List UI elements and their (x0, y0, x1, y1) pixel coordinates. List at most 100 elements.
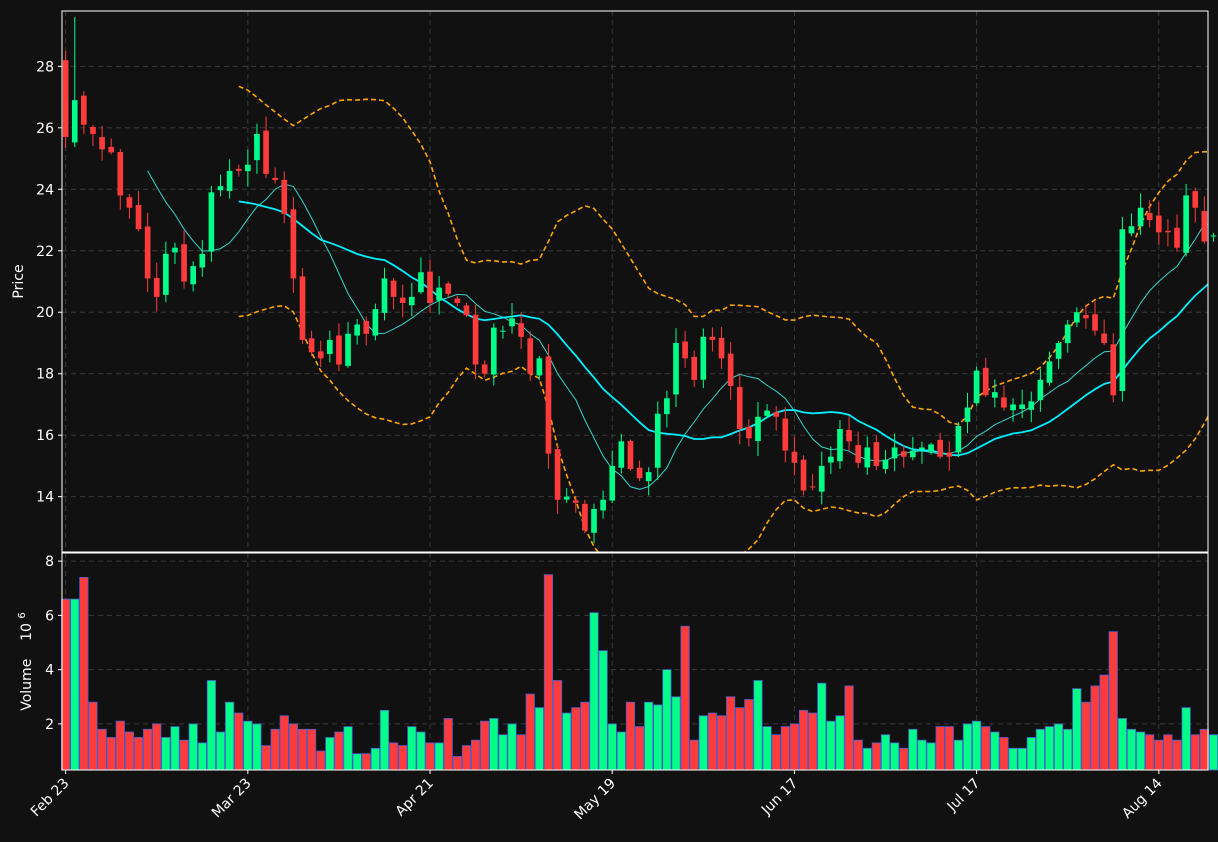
candle (445, 281, 452, 298)
volume-bar (361, 753, 371, 771)
candle (818, 451, 825, 505)
volume-bar (1035, 728, 1045, 771)
volume-bar (908, 728, 918, 771)
candle (600, 490, 606, 519)
volume-bar (88, 701, 98, 771)
volume-tick-label: 6 (45, 608, 54, 624)
volume-bar (461, 745, 472, 771)
candle-body (327, 339, 333, 354)
candle (828, 446, 834, 474)
candle (1064, 319, 1071, 353)
candle (153, 262, 160, 312)
volume-bar (206, 680, 216, 771)
volume-bar (470, 739, 481, 771)
candle (946, 441, 953, 471)
price-tick-label: 20 (36, 305, 54, 321)
candle (235, 164, 242, 177)
volume-bar (179, 739, 189, 771)
volume-bar (389, 742, 399, 771)
candle-body (937, 439, 943, 457)
candle (99, 125, 105, 161)
candle-body (1055, 342, 1062, 359)
volume-bar (425, 742, 435, 771)
candle-body (427, 271, 433, 304)
candle-body (1064, 324, 1071, 344)
volume-bar (826, 720, 836, 771)
candle-body (126, 197, 133, 208)
candle-body (1201, 211, 1208, 242)
volume-bar (252, 723, 262, 771)
candle-body (946, 452, 953, 457)
volume-bar (243, 720, 253, 771)
candle-body (518, 323, 524, 337)
candle (1110, 333, 1117, 403)
candle-body (235, 168, 242, 171)
candle (1146, 200, 1153, 228)
candle (327, 330, 333, 363)
candle-body (864, 447, 871, 468)
volume-bar (334, 731, 344, 771)
candle (545, 343, 552, 469)
volume-bar (1072, 688, 1082, 771)
candle (500, 325, 506, 339)
candle (345, 321, 351, 368)
volume-bar (234, 712, 244, 771)
candle (62, 50, 69, 148)
candle-body (982, 367, 989, 396)
volume-bar (871, 742, 881, 771)
candle-body (891, 447, 898, 459)
candle (117, 148, 124, 210)
volume-bar (716, 715, 727, 771)
price-axis-label: Price (11, 264, 27, 298)
volume-axis-label-multiplier: 10 (19, 623, 35, 641)
volume-bar (953, 739, 963, 771)
candle (226, 159, 233, 199)
candle-body (910, 450, 916, 458)
volume-bar (407, 726, 417, 771)
candle-body (1192, 191, 1199, 208)
candle (290, 197, 297, 294)
volume-bar (1081, 701, 1091, 771)
candle-body (846, 430, 852, 442)
candle-body (545, 356, 552, 454)
candle (1055, 340, 1062, 369)
candle (609, 450, 616, 504)
candle (955, 422, 962, 457)
candle-body (290, 209, 297, 279)
candle (1101, 319, 1107, 346)
candle (755, 401, 761, 456)
candle (427, 259, 433, 313)
candle (527, 331, 534, 382)
volume-bar (297, 728, 308, 771)
candle (591, 503, 597, 544)
candle (90, 124, 96, 147)
volume-bar (598, 650, 608, 771)
candle-body (1128, 226, 1135, 234)
price-panel: 14 16 18 20 22 24 26 28 Price (11, 10, 1217, 553)
candle (582, 499, 588, 534)
volume-bar (97, 728, 107, 771)
candle-body (226, 170, 233, 192)
volume-bar (1108, 631, 1118, 771)
candle-body (1046, 361, 1053, 383)
candle-body (764, 410, 770, 416)
volume-bar (197, 742, 207, 771)
candle (317, 340, 324, 368)
volume-bar (999, 737, 1009, 771)
candle (873, 435, 880, 471)
candle-body (490, 327, 497, 375)
volume-bar (170, 726, 180, 771)
candle-body (973, 370, 980, 404)
candle-body (755, 416, 761, 441)
candle (336, 323, 342, 372)
volume-bar (161, 737, 171, 771)
volume-bar (525, 693, 535, 771)
candle-body (1028, 401, 1035, 410)
candle (454, 295, 461, 307)
candle (1073, 307, 1080, 328)
volume-bar (552, 680, 563, 771)
candle-body (536, 358, 543, 376)
volume-bar (188, 723, 198, 771)
volume-bar (562, 712, 572, 771)
volume-bar (507, 723, 517, 771)
